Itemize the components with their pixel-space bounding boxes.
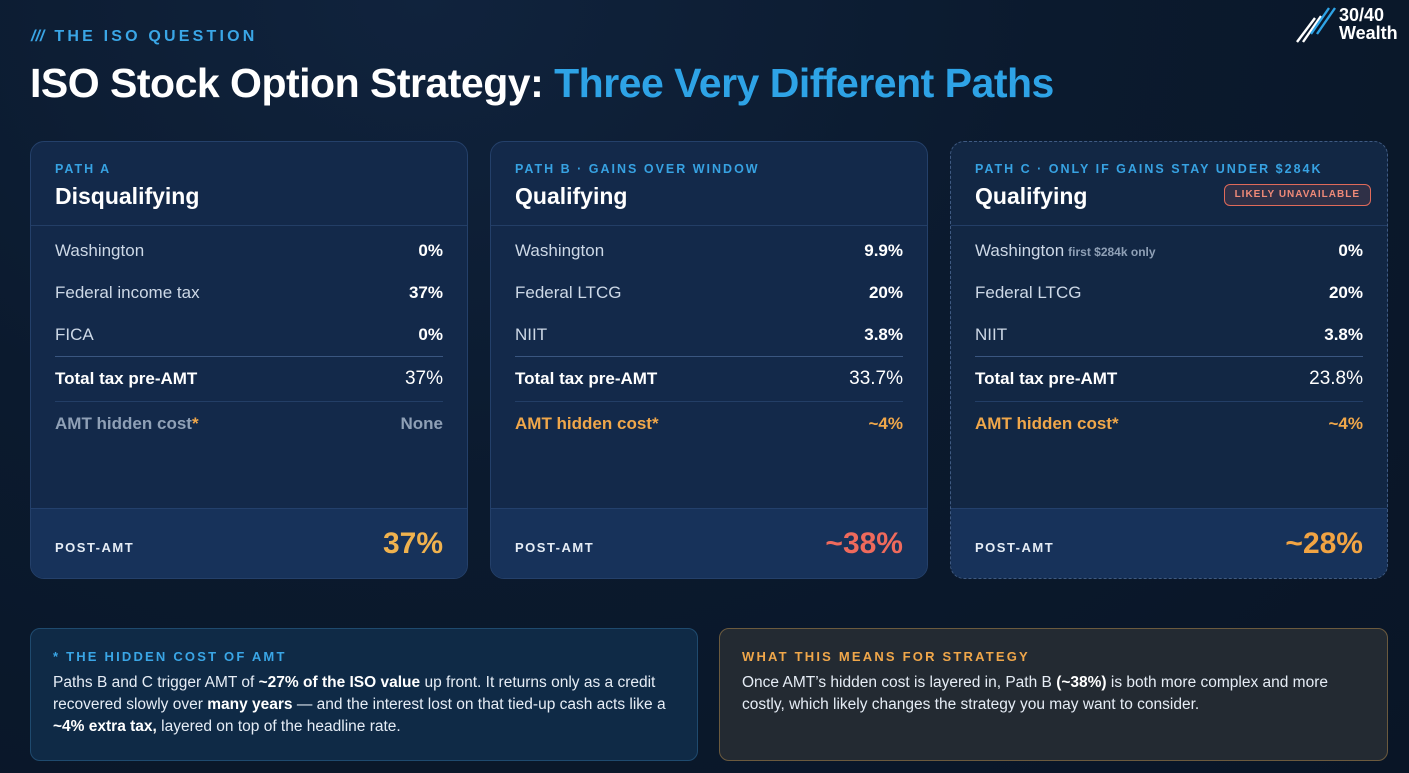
amt-value: ~4% <box>868 414 904 433</box>
tax-row-label: Federal LTCG <box>515 283 622 302</box>
post-amt-value: ~38% <box>825 526 903 560</box>
tax-row: Washington first $284k only 0% <box>975 230 1363 272</box>
total-label: Total tax pre-AMT <box>55 369 198 388</box>
tax-rows: Washington first $284k only 0% Federal LT… <box>951 230 1387 446</box>
amt-row: AMT hidden cost* None <box>55 402 443 446</box>
tax-row-label: Federal income tax <box>55 283 200 302</box>
card-label: PATH B · GAINS OVER WINDOW <box>515 162 760 176</box>
card-header: PATH C · ONLY IF GAINS STAY UNDER $284K … <box>951 142 1387 226</box>
box-text: Paths B and C trigger AMT of ~27% of the… <box>53 674 666 735</box>
brand-line1: 30/40 <box>1339 5 1385 25</box>
amt-row: AMT hidden cost* ~4% <box>975 402 1363 446</box>
tax-row: NIIT 3.8% <box>515 314 903 356</box>
tax-row-value: 20% <box>868 283 903 302</box>
card-title: Disqualifying <box>55 183 200 209</box>
total-value: 23.8% <box>1309 368 1363 389</box>
tax-row-label: FICA <box>55 325 94 344</box>
tax-row-value: 0% <box>1338 241 1363 260</box>
tax-row-label: Washington <box>515 241 605 260</box>
total-value: 37% <box>404 368 443 389</box>
post-amt-value: ~28% <box>1285 526 1363 560</box>
tax-row-label: NIIT <box>975 325 1008 344</box>
amt-row: AMT hidden cost* ~4% <box>515 402 903 446</box>
card-label: PATH C · ONLY IF GAINS STAY UNDER $284K <box>975 162 1323 176</box>
strategy-box: WHAT THIS MEANS FOR STRATEGY Once AMT’s … <box>719 628 1388 761</box>
tax-row: FICA 0% <box>55 314 443 356</box>
eyebrow-slashes: /// <box>31 28 45 45</box>
card-header: PATH B · GAINS OVER WINDOW Qualifying <box>491 142 927 226</box>
tax-row-value: 0% <box>418 241 443 260</box>
amt-label: AMT hidden cost* <box>55 414 199 433</box>
tax-row: Federal LTCG 20% <box>515 272 903 314</box>
brand-logo: 30/40 Wealth <box>1293 4 1405 44</box>
total-label: Total tax pre-AMT <box>975 369 1118 388</box>
total-value: 33.7% <box>849 368 903 389</box>
rising-slashes-logo-icon <box>1296 7 1336 43</box>
total-label: Total tax pre-AMT <box>515 369 658 388</box>
post-amt-footer: POST-AMT ~28% <box>951 508 1387 578</box>
card-label: PATH A <box>55 162 112 176</box>
total-row: Total tax pre-AMT 33.7% <box>515 356 903 402</box>
amt-value: None <box>400 414 444 433</box>
box-label: * THE HIDDEN COST OF AMT <box>53 649 287 664</box>
post-amt-footer: POST-AMT 37% <box>31 508 467 578</box>
likely-unavailable-badge: LIKELY UNAVAILABLE <box>1223 184 1371 206</box>
tax-row: Washington 9.9% <box>515 230 903 272</box>
hidden-cost-amt-box: * THE HIDDEN COST OF AMT Paths B and C t… <box>30 628 698 761</box>
path-a-card: PATH A Disqualifying Washington 0% Feder… <box>30 141 468 579</box>
tax-row: Federal LTCG 20% <box>975 272 1363 314</box>
tax-rows: Washington 9.9% Federal LTCG 20% NIIT 3.… <box>491 230 927 446</box>
tax-row-label: NIIT <box>515 325 548 344</box>
tax-row-label: Washington <box>55 241 145 260</box>
total-row: Total tax pre-AMT 23.8% <box>975 356 1363 402</box>
page-title-accent: Three Very Different Paths <box>554 60 1054 106</box>
tax-row: Washington 0% <box>55 230 443 272</box>
tax-row-label: Washington first $284k only <box>975 241 1156 260</box>
eyebrow-text: THE ISO QUESTION <box>54 28 258 45</box>
amt-value: ~4% <box>1328 414 1364 433</box>
post-amt-footer: POST-AMT ~38% <box>491 508 927 578</box>
tax-row: NIIT 3.8% <box>975 314 1363 356</box>
post-amt-value: 37% <box>382 526 443 560</box>
tax-row-value: 3.8% <box>864 325 903 344</box>
tax-row-sublabel: first $284k only <box>1068 245 1156 259</box>
tax-row-value: 37% <box>408 283 443 302</box>
page-title: ISO Stock Option Strategy: Three Very Di… <box>30 60 1054 107</box>
post-amt-label: POST-AMT <box>975 540 1055 555</box>
tax-row-value: 20% <box>1328 283 1363 302</box>
tax-row-value: 0% <box>418 325 443 344</box>
path-c-card: PATH C · ONLY IF GAINS STAY UNDER $284K … <box>950 141 1388 579</box>
post-amt-label: POST-AMT <box>515 540 595 555</box>
card-title: Qualifying <box>975 183 1088 209</box>
total-row: Total tax pre-AMT 37% <box>55 356 443 402</box>
tax-row-value: 9.9% <box>864 241 903 260</box>
box-text: Once AMT’s hidden cost is layered in, Pa… <box>742 674 1328 713</box>
card-title: Qualifying <box>515 183 628 209</box>
brand-name: 30/40 Wealth <box>1339 6 1398 42</box>
amt-star: * <box>191 414 199 433</box>
tax-rows: Washington 0% Federal income tax 37% FIC… <box>31 230 467 446</box>
amt-label: AMT hidden cost* <box>515 414 659 433</box>
tax-row-value: 3.8% <box>1324 325 1363 344</box>
page-title-main: ISO Stock Option Strategy: <box>30 60 544 106</box>
tax-row: Federal income tax 37% <box>55 272 443 314</box>
box-label: WHAT THIS MEANS FOR STRATEGY <box>742 649 1030 664</box>
brand-line2: Wealth <box>1339 23 1398 43</box>
path-b-card: PATH B · GAINS OVER WINDOW Qualifying Wa… <box>490 141 928 579</box>
eyebrow: /// THE ISO QUESTION <box>31 28 258 46</box>
tax-row-label: Federal LTCG <box>975 283 1082 302</box>
amt-label: AMT hidden cost* <box>975 414 1119 433</box>
post-amt-label: POST-AMT <box>55 540 135 555</box>
card-header: PATH A Disqualifying <box>31 142 467 226</box>
